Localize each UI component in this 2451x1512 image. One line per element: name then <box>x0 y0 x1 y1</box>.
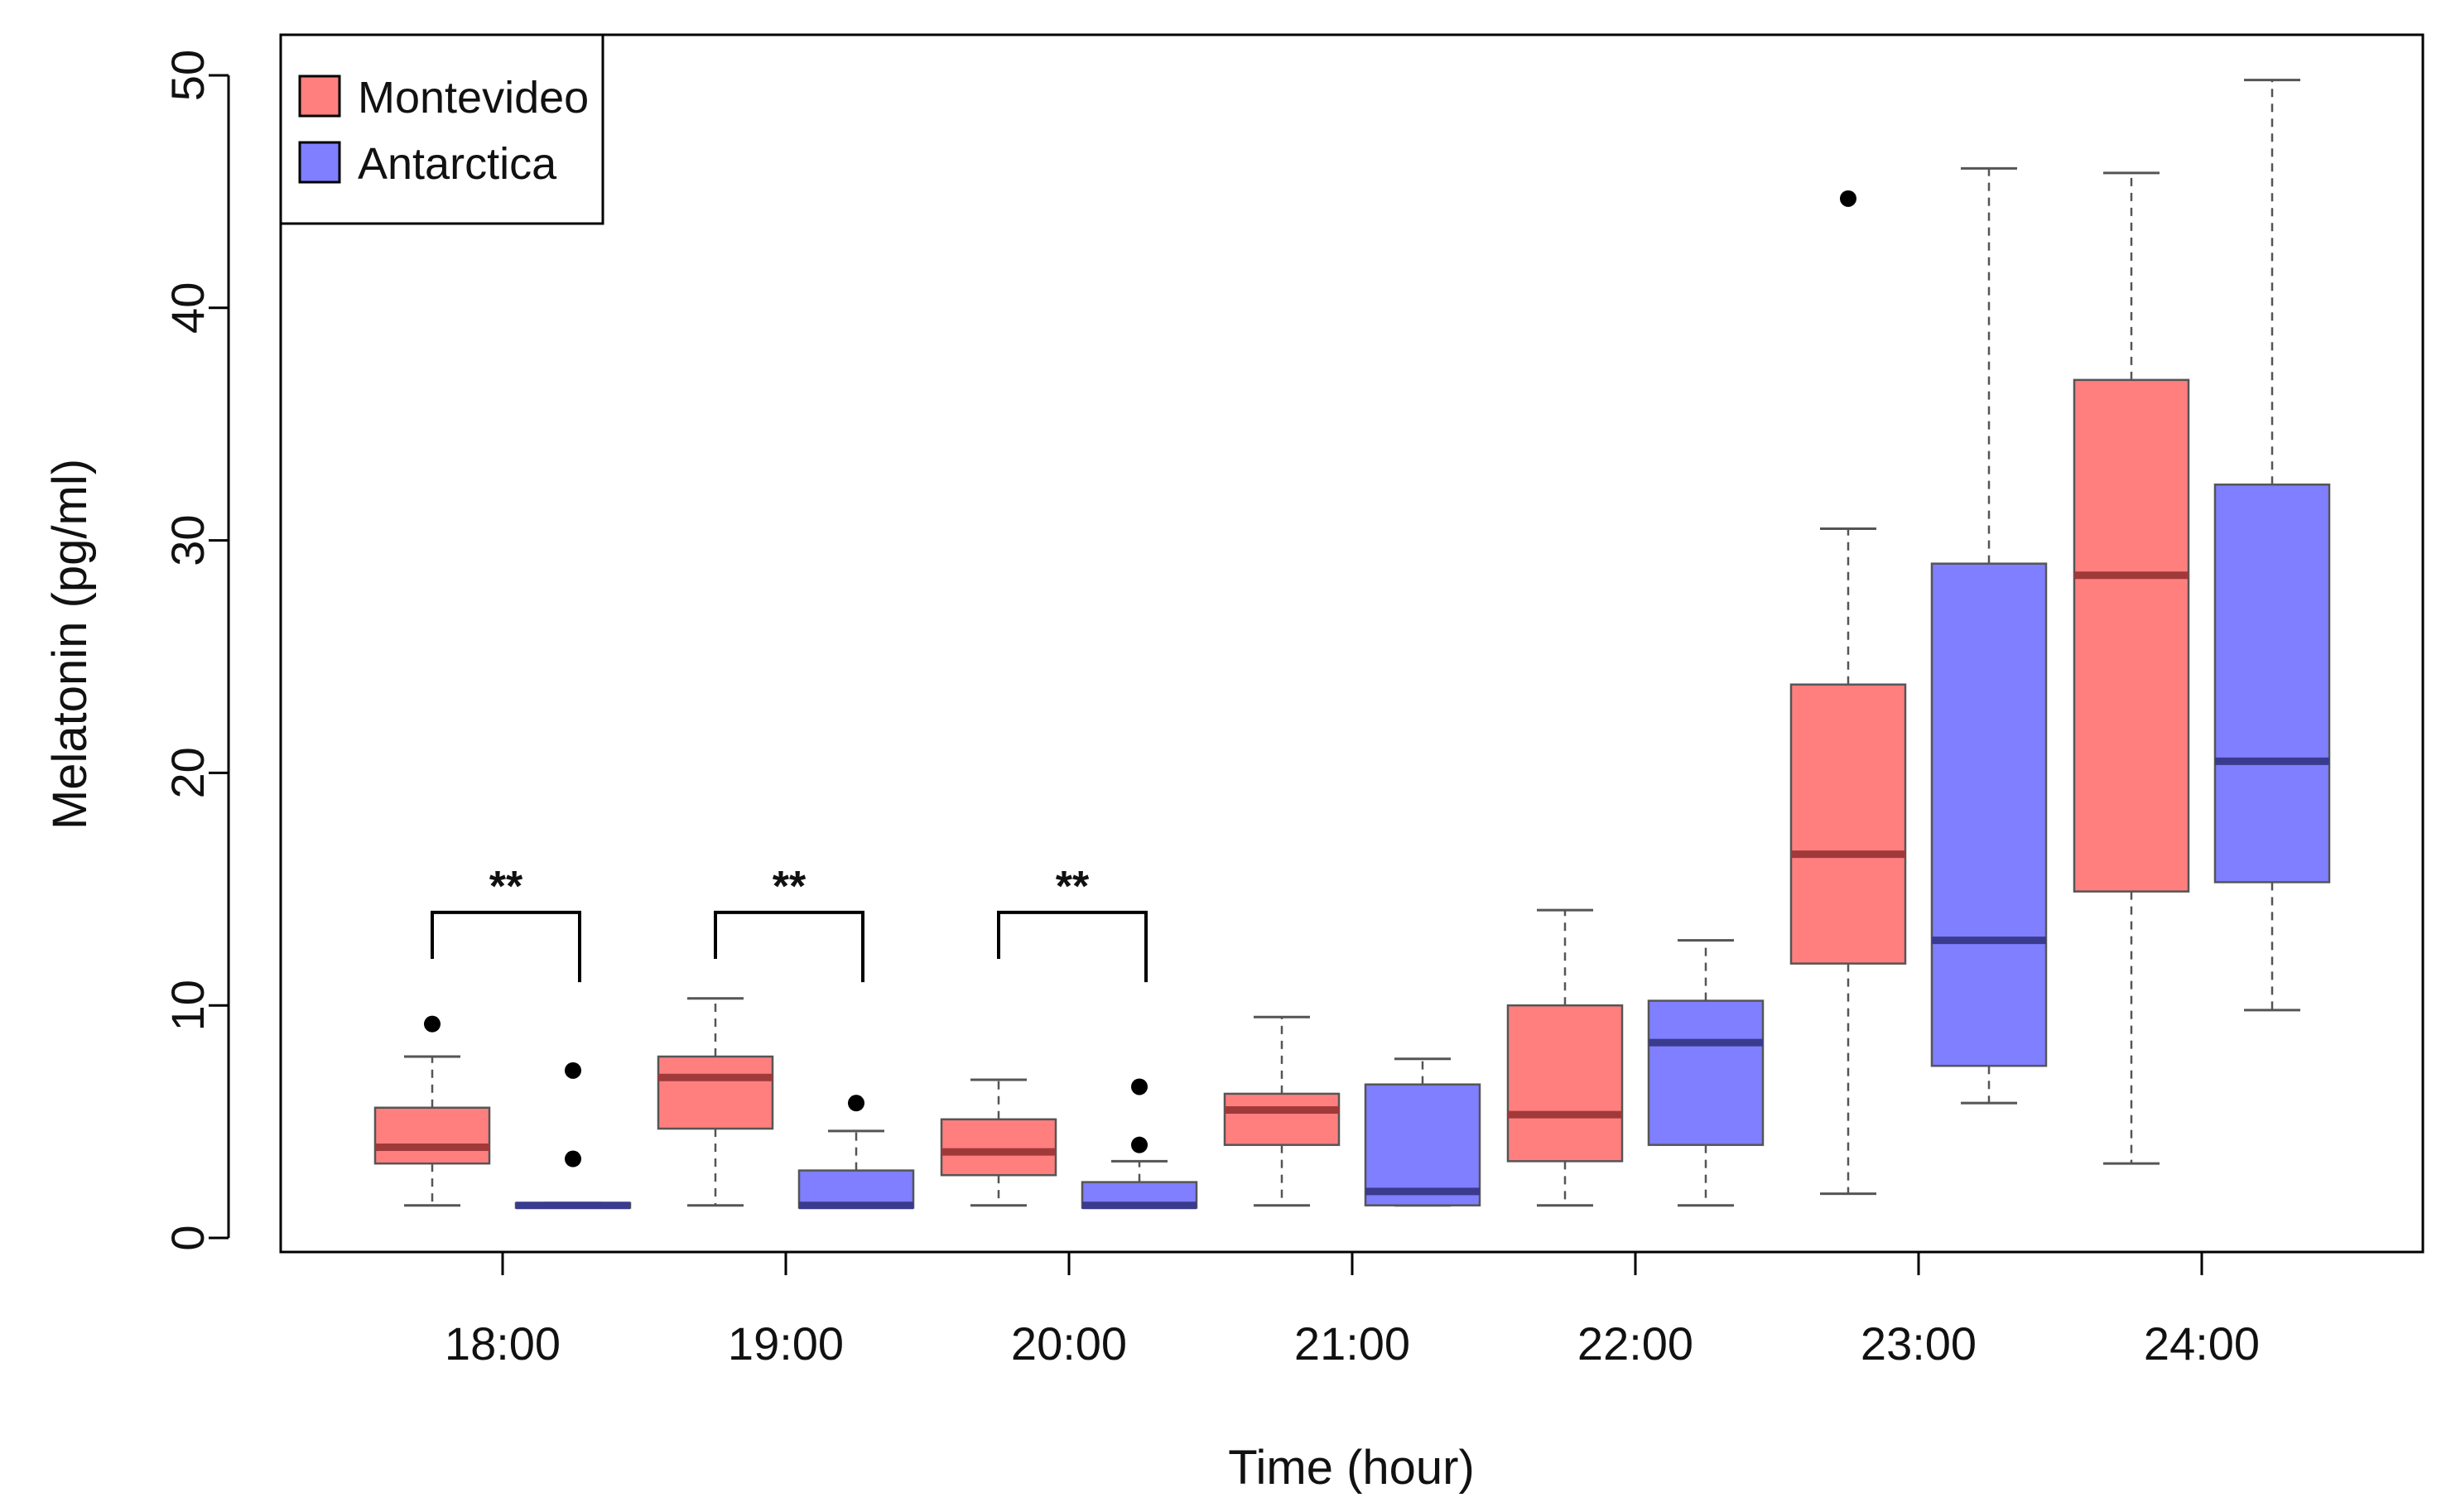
box-iqr <box>1789 683 1907 965</box>
x-tick-label: 20:00 <box>1011 1317 1127 1370</box>
significance-bracket-1800: ** <box>431 863 581 983</box>
box-iqr <box>1647 999 1765 1146</box>
box-antarctica-2100 <box>1364 1057 1481 1207</box>
bracket-line <box>714 910 864 983</box>
box-montevideo-2400 <box>2073 171 2190 1165</box>
legend-swatch-antarctica <box>298 141 341 184</box>
box-iqr <box>1930 562 2048 1067</box>
y-tick-label: 30 <box>161 514 214 566</box>
box-montevideo-1900 <box>657 997 774 1207</box>
box-antarctica-1800 <box>514 1062 632 1210</box>
legend-frame <box>279 33 604 225</box>
legend: Montevideo Antarctica <box>279 33 604 225</box>
significance-label: ** <box>773 863 807 911</box>
significance-label: ** <box>489 863 523 911</box>
y-tick-label: 50 <box>161 50 214 101</box>
x-tick-label: 19:00 <box>728 1317 844 1370</box>
significance-label: ** <box>1056 863 1090 911</box>
legend-label-montevideo: Montevideo <box>358 73 589 123</box>
box-montevideo-2100 <box>1223 1015 1341 1207</box>
box-antarctica-2200 <box>1647 939 1765 1207</box>
box-antarctica-2000 <box>1081 1078 1198 1210</box>
x-axis-title: Time (hour) <box>1228 1441 1475 1495</box>
box-iqr <box>2213 483 2331 884</box>
x-tick-label: 22:00 <box>1577 1317 1693 1370</box>
outlier-point <box>1131 1078 1148 1095</box>
box-iqr <box>657 1055 774 1130</box>
box-iqr <box>1364 1083 1481 1206</box>
box-antarctica-1900 <box>797 1095 915 1210</box>
y-tick-label: 10 <box>161 980 214 1031</box>
x-tick-label: 24:00 <box>2144 1317 2260 1370</box>
box-iqr <box>373 1106 491 1165</box>
box-iqr <box>940 1118 1057 1177</box>
outlier-point <box>1131 1136 1148 1153</box>
x-tick-label: 21:00 <box>1294 1317 1410 1370</box>
significance-bracket-2000: ** <box>997 863 1148 983</box>
outlier-point <box>424 1015 441 1033</box>
box-antarctica-2300 <box>1930 166 2048 1105</box>
y-tick-label: 40 <box>161 282 214 334</box>
bracket-line <box>997 910 1148 983</box>
significance-bracket-1900: ** <box>714 863 864 983</box>
box-iqr <box>1506 1004 1624 1163</box>
box-antarctica-2400 <box>2213 79 2331 1012</box>
box-montevideo-2300 <box>1789 190 1907 1196</box>
legend-swatch-montevideo <box>298 75 341 118</box>
x-tick-label: 18:00 <box>445 1317 561 1370</box>
box-iqr <box>797 1169 915 1209</box>
box-iqr <box>2073 378 2190 893</box>
x-tick-label: 23:00 <box>1861 1317 1977 1370</box>
significance-layer: ** ** ** <box>431 863 1148 983</box>
box-montevideo-1800 <box>373 1015 491 1207</box>
box-iqr <box>1223 1092 1341 1146</box>
outlier-point <box>565 1062 581 1079</box>
bracket-line <box>431 910 581 983</box>
outlier-point <box>1840 190 1856 207</box>
y-tick-label: 0 <box>161 1225 214 1250</box>
y-axis-title: Melatonin (pg/ml) <box>43 459 97 830</box>
box-montevideo-2200 <box>1506 908 1624 1207</box>
y-tick-label: 20 <box>161 747 214 798</box>
outlier-point <box>848 1095 864 1112</box>
axes-layer: 0 10 20 30 40 50 18:00 19:00 20:00 21:00 22:00 23:0… <box>161 50 2260 1370</box>
boxes-layer <box>373 79 2331 1210</box>
box-montevideo-2000 <box>940 1078 1057 1207</box>
legend-label-antarctica: Antarctica <box>358 139 557 189</box>
outlier-point <box>565 1150 581 1168</box>
